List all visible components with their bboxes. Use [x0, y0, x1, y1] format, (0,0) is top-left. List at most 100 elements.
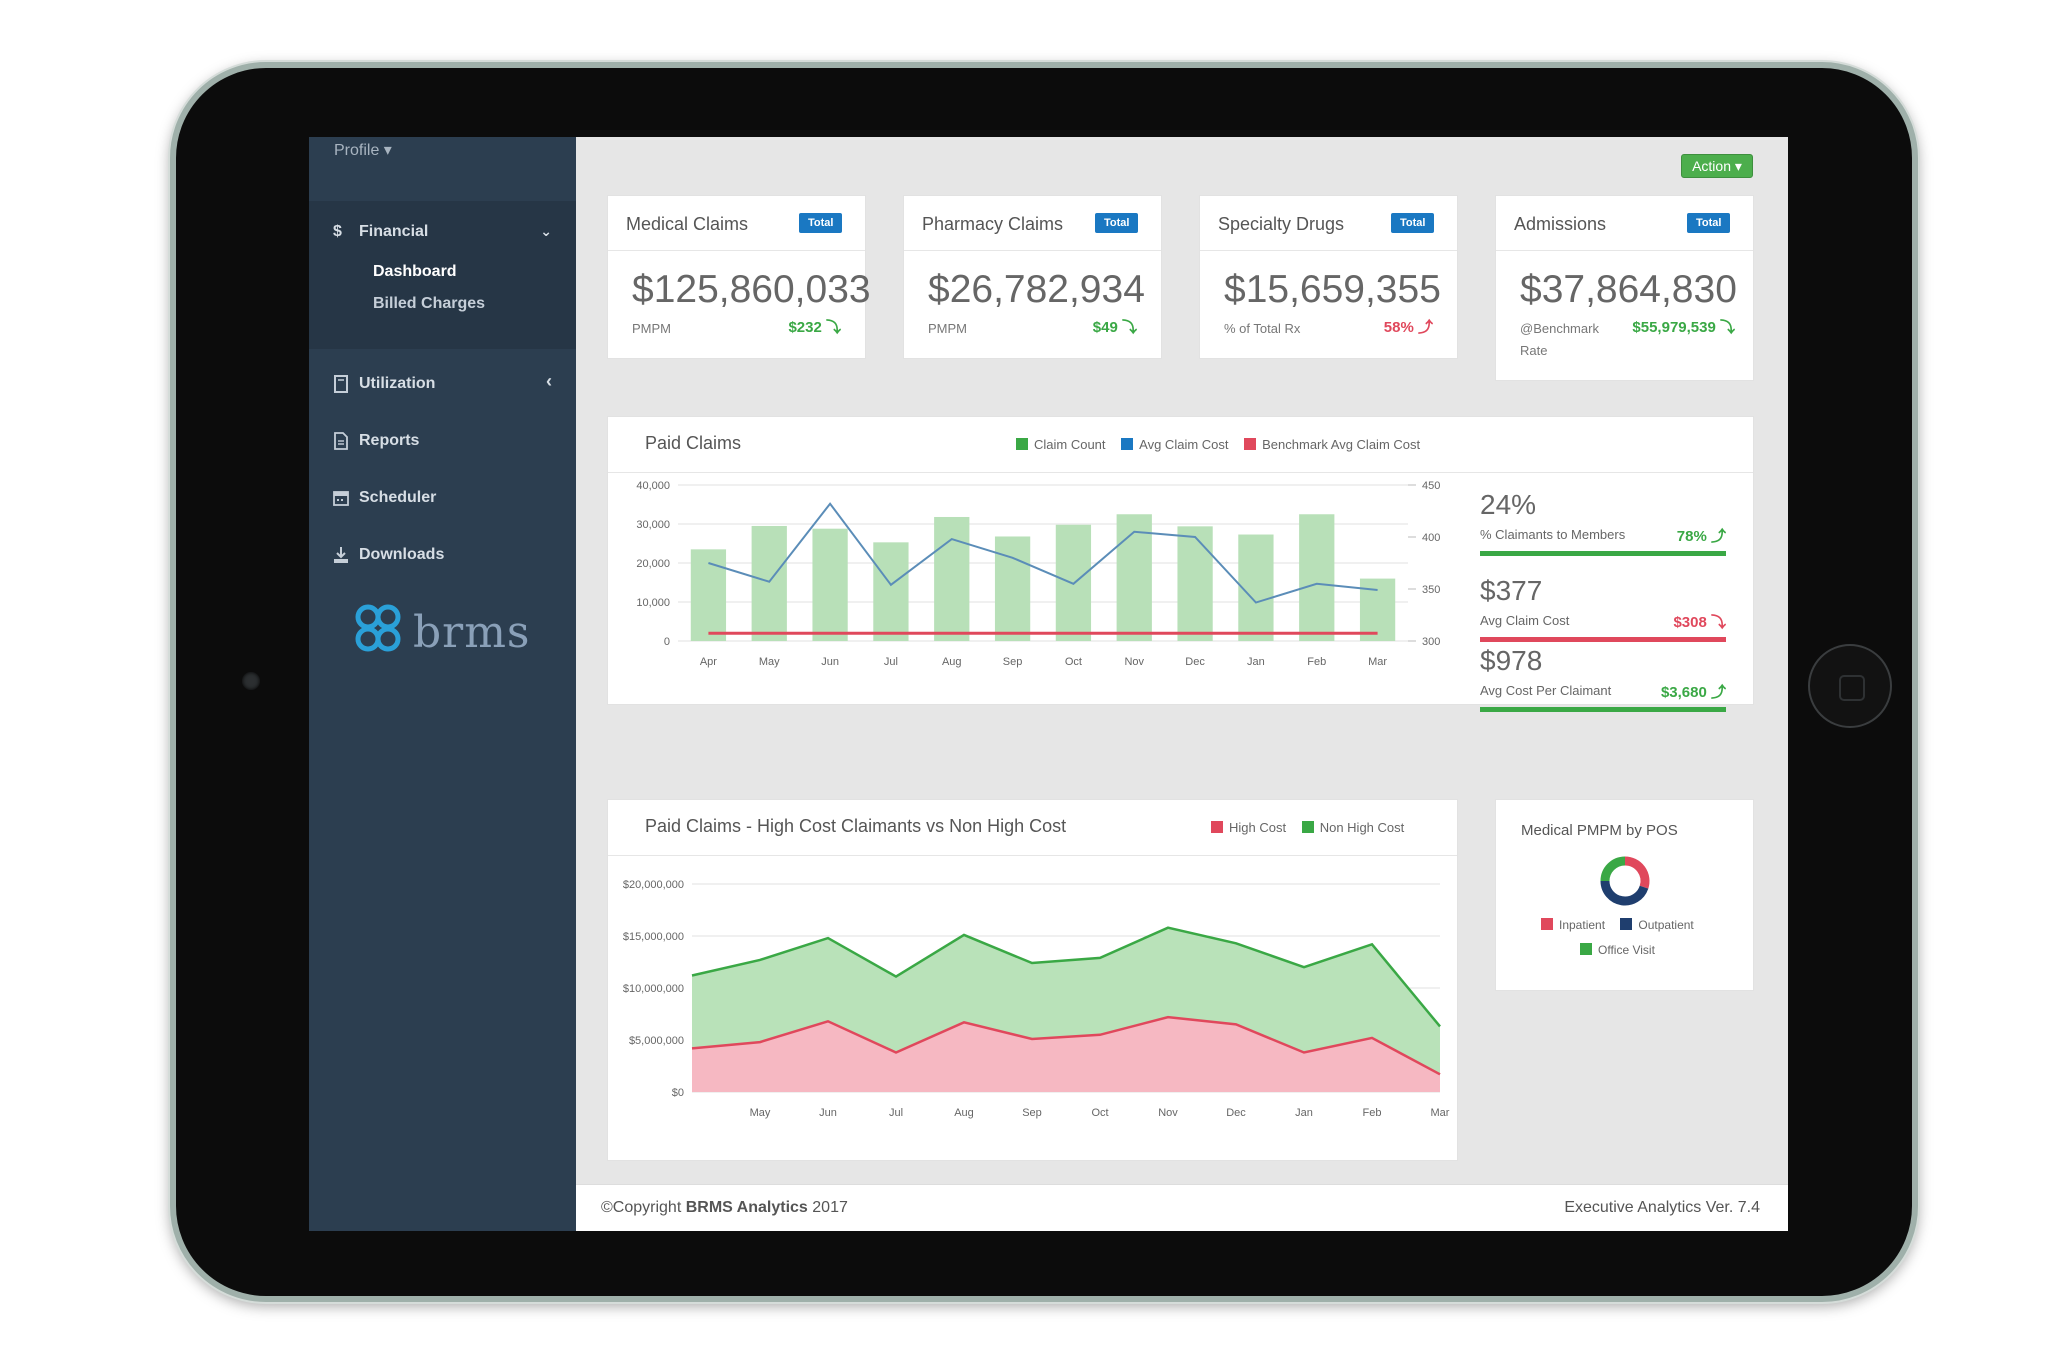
card-medical-claims: Medical Claims Total $125,860,033 PMPM $…: [607, 195, 871, 359]
bar: [1116, 514, 1152, 641]
card-specialty-drugs: Specialty Drugs Total $15,659,355 % of T…: [1199, 195, 1458, 359]
y2-tick-label: 350: [1422, 584, 1440, 596]
sidebar-item-financial[interactable]: $ Financial ⌄: [309, 213, 576, 253]
company-name: BRMS Analytics: [685, 1199, 808, 1216]
card-delta: $232 ⤵: [788, 319, 841, 336]
financial-section: $ Financial ⌄ Dashboard Billed Charges: [309, 201, 576, 349]
stat-label: Avg Claim Cost: [1480, 613, 1570, 628]
stat-value: 24%: [1480, 489, 1537, 520]
card-title: Specialty Drugs: [1218, 214, 1345, 234]
stat-label: % Claimants to Members: [1480, 527, 1626, 542]
panel-title: Paid Claims: [645, 433, 742, 453]
stat-bar: [1480, 551, 1726, 556]
stat-label: Avg Cost Per Claimant: [1480, 683, 1612, 698]
x-tick-label: Aug: [954, 1107, 974, 1119]
high-cost-panel: Paid Claims - High Cost Claimants vs Non…: [607, 799, 1458, 1161]
sidebar-subitem-billed-charges[interactable]: Billed Charges: [373, 295, 486, 312]
sidebar-item-label: Utilization: [359, 375, 436, 392]
card-value: $26,782,934: [928, 268, 1145, 311]
x-tick-label: Oct: [1065, 656, 1082, 668]
sidebar-item-label: Downloads: [359, 546, 445, 563]
chevron-left-icon: ‹: [546, 371, 552, 391]
card-delta: 58% ⤴: [1383, 319, 1433, 336]
donut-slice: [1600, 880, 1649, 906]
total-badge: Total: [1687, 213, 1731, 233]
legend-item-non-high-cost[interactable]: Non High Cost: [1301, 820, 1404, 835]
x-tick-label: Mar: [1368, 656, 1387, 668]
x-tick-label: Jan: [1247, 656, 1265, 668]
brms-logo-text: brms: [413, 607, 531, 658]
home-button-icon: [1839, 675, 1865, 701]
high-cost-line: [691, 1015, 1441, 1076]
x-tick-label: Jun: [821, 656, 839, 668]
book-icon: [334, 375, 348, 393]
sidebar-item-label: Reports: [359, 432, 420, 449]
y-tick-label: 40,000: [636, 480, 670, 492]
card-value: $125,860,033: [632, 268, 871, 311]
home-button[interactable]: [1808, 644, 1892, 728]
x-tick-label: Jan: [1295, 1107, 1313, 1119]
x-tick-label: Dec: [1226, 1107, 1246, 1119]
card-delta: $55,979,539 ⤵: [1632, 319, 1735, 336]
legend-item-high-cost[interactable]: High Cost: [1211, 820, 1286, 835]
brms-logo-icon: [355, 604, 401, 652]
legend-item-avg-claim-cost[interactable]: Avg Claim Cost: [1121, 437, 1229, 452]
x-tick-label: Jul: [884, 656, 898, 668]
y2-tick-label: 450: [1422, 480, 1440, 492]
stat-value: $978: [1480, 645, 1543, 676]
pmpm-donut-chart: [1600, 856, 1650, 906]
panel-title: Medical PMPM by POS: [1521, 822, 1678, 839]
x-tick-label: Oct: [1091, 1107, 1108, 1119]
x-tick-label: Dec: [1185, 656, 1205, 668]
bar: [873, 542, 909, 641]
x-tick-label: May: [759, 656, 780, 668]
total-badge: Total: [1391, 213, 1435, 233]
stat-claimants-to-members: 24% % Claimants to Members 78% ⤴: [1480, 489, 1726, 556]
bar: [1177, 526, 1213, 641]
sidebar-subitem-dashboard[interactable]: Dashboard: [373, 263, 457, 280]
card-sublabel: @Benchmark Rate: [1520, 321, 1599, 358]
y2-tick-label: 300: [1422, 636, 1440, 648]
action-button[interactable]: Action ▾: [1681, 154, 1753, 178]
tablet-camera: [242, 672, 260, 690]
high-cost-area: [692, 1017, 1440, 1092]
y-tick-label: $15,000,000: [623, 931, 684, 943]
chevron-down-icon: ⌄: [540, 223, 552, 239]
stat-delta: $308 ⤵: [1673, 614, 1726, 631]
card-title: Pharmacy Claims: [922, 214, 1064, 234]
y-tick-label: 0: [664, 636, 670, 648]
card-sublabel: PMPM: [928, 321, 967, 336]
high-cost-chart: $0 $5,000,000 $10,000,000 $15,000,000 $20,00…: [623, 879, 1450, 1119]
sidebar-item-utilization[interactable]: Utilization ‹: [309, 365, 576, 405]
bar: [994, 536, 1031, 641]
x-tick-label: Mar: [1431, 1107, 1450, 1119]
sidebar-item-downloads[interactable]: Downloads: [309, 536, 576, 576]
legend-item-office-visit[interactable]: Office Visit: [1580, 943, 1655, 957]
paid-claims-chart: 0 10,000 20,000 30,000 40,000 300 350 400 450 Apr…: [636, 480, 1440, 668]
x-tick-label: Nov: [1124, 656, 1144, 668]
legend-item-benchmark[interactable]: Benchmark Avg Claim Cost: [1244, 437, 1420, 452]
divider: [904, 250, 1161, 251]
legend-item-inpatient[interactable]: Inpatient: [1541, 918, 1605, 932]
x-tick-label: Aug: [942, 656, 962, 668]
footer: ©Copyright BRMS Analytics 2017 Executive…: [576, 1184, 1788, 1231]
legend-item-claim-count[interactable]: Claim Count: [1016, 437, 1106, 452]
card-value: $37,864,830: [1520, 268, 1737, 311]
sidebar: Profile ▾ $ Financial ⌄ Dashboard Billed…: [309, 137, 576, 1231]
legend-item-outpatient[interactable]: Outpatient: [1620, 918, 1694, 932]
y-tick-label: $0: [672, 1087, 684, 1099]
x-tick-label: Sep: [1022, 1107, 1042, 1119]
sidebar-item-reports[interactable]: Reports: [309, 422, 576, 462]
card-title: Admissions: [1514, 214, 1607, 234]
x-tick-label: Nov: [1158, 1107, 1178, 1119]
profile-menu[interactable]: Profile ▾: [334, 142, 392, 159]
divider: [608, 855, 1457, 856]
file-icon: [334, 432, 348, 450]
sidebar-item-label: Financial: [359, 223, 429, 240]
stat-avg-claim-cost: $377 Avg Claim Cost $308 ⤵: [1480, 575, 1726, 642]
divider: [1496, 250, 1753, 251]
total-badge: Total: [1095, 213, 1139, 233]
sidebar-item-scheduler[interactable]: Scheduler: [309, 479, 576, 519]
x-tick-label: Apr: [700, 656, 717, 668]
bar: [934, 516, 970, 641]
